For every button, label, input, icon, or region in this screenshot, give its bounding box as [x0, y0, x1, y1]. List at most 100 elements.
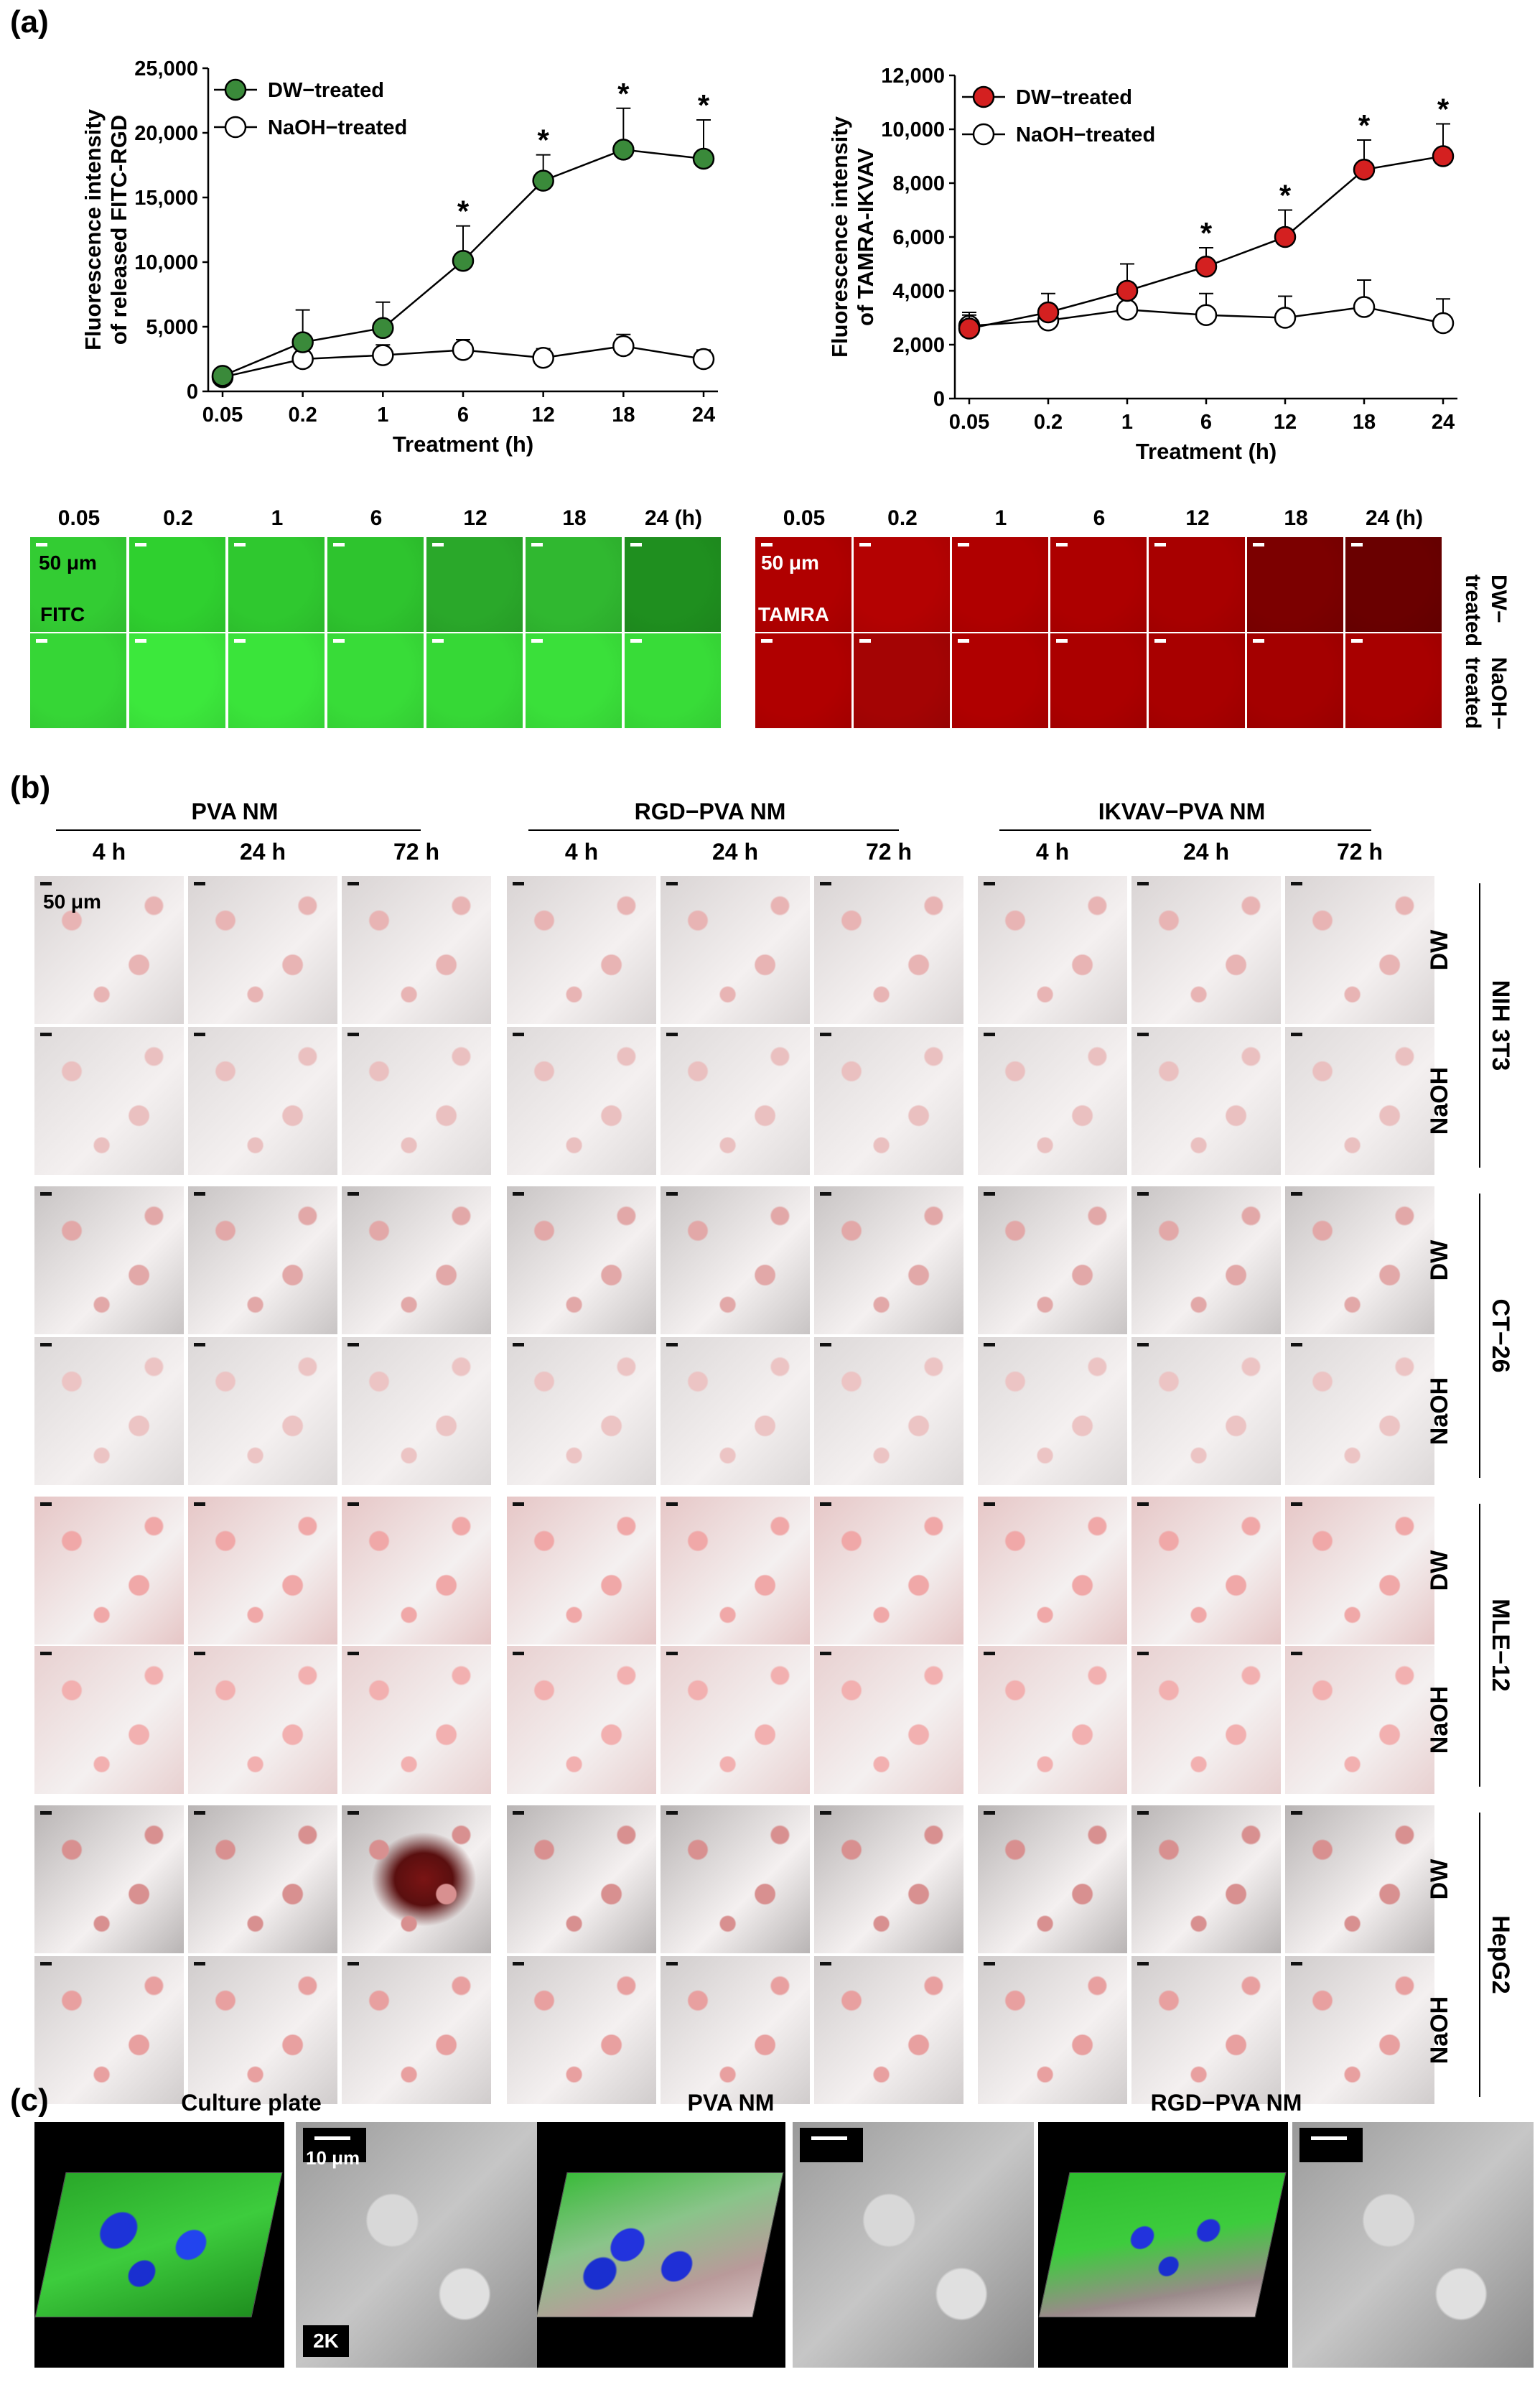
data-point [612, 139, 635, 161]
scale-bar [820, 1962, 831, 1965]
micrograph-tile [188, 1027, 337, 1175]
cell-layer [1038, 2172, 1287, 2317]
time-label: 4 h [92, 839, 126, 865]
tamra-tile-naoh [755, 633, 851, 728]
fitc-tile-naoh [526, 633, 622, 728]
x-tick-label: 12 [1274, 411, 1297, 434]
legend-label: NaOH−treated [268, 116, 407, 139]
scale-bar [984, 1343, 995, 1346]
micrograph-tile [978, 1027, 1127, 1175]
time-label: 4 h [1035, 839, 1070, 865]
scale-bar [761, 639, 773, 643]
data-point [452, 339, 475, 361]
scale-bar [347, 1962, 359, 1965]
time-label-green: 18 [562, 506, 587, 530]
y-axis-label: Fluorescence intensityof released FITC-R… [80, 108, 131, 350]
y-tick-label: 25,000 [134, 57, 198, 80]
confocal-3d-image [1038, 2122, 1288, 2368]
cell-layer [34, 2172, 283, 2317]
y-tick-label: 5,000 [146, 316, 198, 339]
micrograph-tile [814, 1646, 963, 1794]
tamra-tile-dw [1247, 537, 1343, 632]
tamra-tile-naoh [1247, 633, 1343, 728]
y-tick-label: 10,000 [881, 118, 945, 141]
time-label: 24 h [239, 839, 286, 865]
scale-bar [666, 882, 678, 885]
data-point [532, 169, 554, 192]
micrograph-tile [34, 1956, 184, 2104]
sem-image [1292, 2122, 1534, 2368]
scale-bar [432, 543, 444, 546]
cell-line-bracket [1479, 883, 1480, 1168]
y-tick-label: 20,000 [134, 122, 198, 145]
tamra-tile-dw [1149, 537, 1245, 632]
sem-scale-box [800, 2128, 863, 2162]
scale-bar [36, 639, 47, 643]
time-label-red: 18 [1284, 506, 1308, 530]
scale-bar [1291, 1502, 1302, 1506]
scale-bar [347, 1811, 359, 1815]
scale-bar [1291, 1811, 1302, 1815]
time-label-red: 0.2 [887, 506, 918, 530]
micrograph-tile [188, 1805, 337, 1953]
tamra-tile-naoh [952, 633, 1048, 728]
scale-bar [1291, 1652, 1302, 1655]
legend-marker [972, 85, 995, 108]
fitc-tile-dw [327, 537, 424, 632]
scale-bar [513, 1502, 524, 1506]
data-point [692, 147, 715, 170]
significance-star: * [698, 88, 710, 122]
group-underline [56, 829, 421, 831]
micrograph-tile [661, 876, 810, 1024]
micrograph-tile [34, 1186, 184, 1334]
scale-bar [984, 1652, 995, 1655]
scale-bar [1291, 1962, 1302, 1965]
x-tick-label: 6 [457, 404, 469, 427]
tamra-tile-dw [1050, 537, 1147, 632]
micrograph-tile [1131, 1337, 1281, 1485]
time-label: 72 h [393, 839, 440, 865]
group-underline [528, 829, 899, 831]
x-tick-label: 0.05 [202, 404, 243, 427]
chart-fitc-rgd: 0 5,000 10,000 15,000 20,000 25,000 0.05 0.2 1 6 1… [80, 57, 718, 457]
micrograph-tile [34, 876, 184, 1024]
micrograph-tile [507, 1805, 656, 1953]
scale-bar [40, 1811, 52, 1815]
scale-bar [820, 882, 831, 885]
scale-bar [1351, 543, 1363, 546]
significance-star: * [457, 195, 470, 228]
micrograph-tile [507, 1186, 656, 1334]
micrograph-tile [188, 1186, 337, 1334]
legend-marker [224, 78, 247, 101]
scale-bar [984, 1192, 995, 1196]
x-tick-label: 0.2 [1034, 411, 1063, 434]
significance-star: * [537, 124, 549, 157]
time-label-green: 6 [370, 506, 383, 530]
time-label-red: 1 [994, 506, 1007, 530]
significance-star: * [1279, 179, 1292, 213]
fitc-tile-naoh [327, 633, 424, 728]
panel-b-label: (b) [10, 770, 51, 805]
panel-c-label: (c) [10, 2083, 49, 2118]
x-tick-label: 6 [1200, 411, 1212, 434]
data-point [532, 346, 554, 369]
scale-bar [1137, 882, 1149, 885]
scale-label-red: 50 μm [761, 552, 819, 574]
scale-bar [40, 1192, 52, 1196]
x-tick-label: 1 [1121, 411, 1133, 434]
scale-bar [513, 882, 524, 885]
scale-bar [1291, 1343, 1302, 1346]
micrograph-tile [342, 1646, 491, 1794]
fitc-tile-naoh [625, 633, 721, 728]
significance-star: * [1358, 108, 1371, 142]
micrograph-tile [188, 876, 337, 1024]
scale-bar [820, 1652, 831, 1655]
significance-star: * [617, 77, 630, 111]
fitc-tag-green: FITC [40, 603, 85, 625]
fitc-tile-naoh [129, 633, 225, 728]
scale-bar [234, 639, 246, 643]
data-point [372, 344, 394, 366]
scale-bar [630, 543, 642, 546]
micrograph-tile [1131, 1027, 1281, 1175]
x-tick-label: 0.05 [949, 411, 989, 434]
